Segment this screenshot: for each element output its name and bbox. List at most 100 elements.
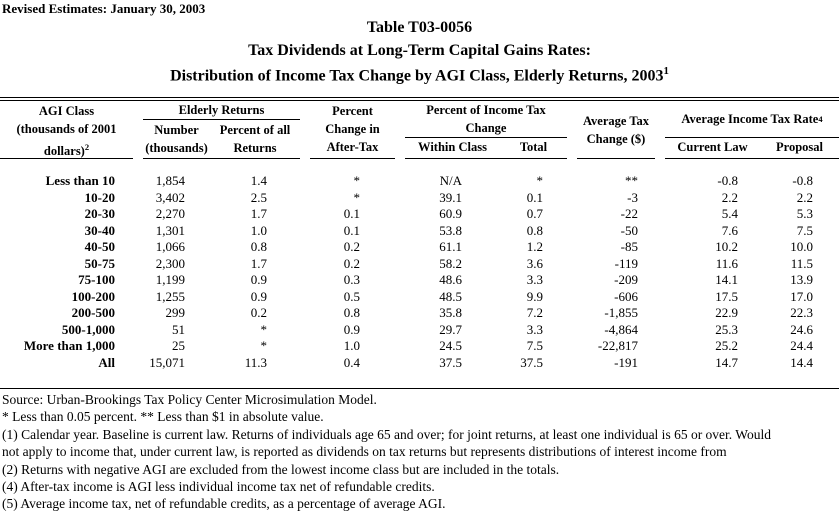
table-row: All 15,071 11.3 0.4 37.5 37.5 -191 14.7 14.4 [0, 355, 839, 372]
table-cell: 61.1 [439, 239, 462, 254]
table-cell: * [536, 173, 544, 188]
table-cell: * [260, 321, 268, 337]
table-cell: 3.3 [526, 272, 543, 287]
row-label: More than 1,000 [23, 338, 115, 353]
table-cell: 0.1 [343, 222, 360, 238]
table-cell: 48.5 [439, 288, 462, 304]
footnote-4: (4) After-tax income is AGI less individ… [2, 479, 435, 495]
footnote-1-line1: (1) Calendar year. Baseline is current l… [2, 426, 771, 442]
header-number-l2: (thousands) [145, 141, 208, 155]
table-cell: 60.9 [439, 206, 462, 221]
table-cell: 0.8 [343, 305, 360, 320]
table-cell: * [353, 173, 361, 188]
header-within-class: Within Class [418, 140, 487, 154]
table-cell: 1.4 [250, 173, 267, 188]
header-agi-line2: (thousands of 2001 [16, 122, 117, 136]
header-agi-line3: dollars)2 [0, 138, 133, 158]
table-cell: 3.3 [526, 321, 543, 337]
table-row: 30-40 1,301 1.0 0.1 53.8 0.8 -50 7.6 7.5 [0, 223, 839, 240]
header-group-average-income-tax-rate: Average Income Tax Rate 4 Current Law Pro… [665, 102, 839, 159]
row-label: All [98, 354, 115, 370]
row-label: 500-1,000 [61, 321, 115, 337]
table-cell: 0.9 [343, 321, 360, 337]
table-cell: 37.5 [520, 354, 543, 370]
table-cell: 11.3 [244, 354, 267, 370]
header-percent-change-after-tax: Percent Change in After-Tax [310, 102, 395, 159]
table-cell: 35.8 [439, 305, 462, 320]
table-cell: 0.5 [343, 288, 360, 304]
table-subtitle-text: Distribution of Income Tax Change by AGI… [170, 67, 664, 85]
table-cell: 3.6 [526, 255, 543, 271]
table-cell: 0.2 [250, 305, 267, 320]
table-cell: 0.2 [343, 255, 360, 271]
table-row: 200-500 299 0.2 0.8 35.8 7.2 -1,855 22.9 22.3 [0, 305, 839, 322]
header-agi-line1: AGI Class [38, 104, 95, 118]
symbol-note: * Less than 0.05 percent. ** Less than $… [2, 409, 324, 425]
table-top-double-rule [0, 97, 839, 101]
table-cell: 14.1 [715, 272, 738, 287]
table-row: 500-1,000 51 * 0.9 29.7 3.3 -4,864 25.3 24.6 [0, 322, 839, 339]
header-proposal: Proposal [776, 140, 823, 154]
row-label: 200-500 [71, 305, 115, 320]
table-cell: 1.7 [250, 206, 267, 221]
table-cell: -22 [620, 206, 638, 221]
header-total: Total [519, 140, 548, 154]
table-cell: 1,301 [155, 222, 185, 238]
table-cell: 0.1 [343, 206, 360, 221]
table-cell: 299 [165, 305, 186, 320]
table-cell: 0.9 [250, 272, 267, 287]
table-row: 100-200 1,255 0.9 0.5 48.5 9.9 -606 17.5 17.0 [0, 289, 839, 306]
table-cell: 0.2 [343, 239, 360, 254]
table-cell: * [353, 189, 361, 205]
row-label: 20-30 [84, 206, 115, 221]
header-pctall-l2: Returns [233, 141, 277, 155]
table-cell: 1,854 [155, 173, 185, 188]
table-cell: 25.3 [715, 321, 738, 337]
table-row: 40-50 1,066 0.8 0.2 61.1 1.2 -85 10.2 10.0 [0, 239, 839, 256]
table-cell: 11.5 [790, 255, 813, 271]
table-cell: 58.2 [439, 255, 462, 271]
table-cell: -3 [627, 189, 638, 205]
table-cell: 22.3 [790, 305, 813, 320]
table-cell: -50 [620, 222, 638, 238]
header-aftertax-l3: After-Tax [326, 140, 379, 154]
table-cell: 2,270 [155, 206, 185, 221]
table-cell: 1,255 [155, 288, 185, 304]
row-label: Less than 10 [45, 173, 115, 188]
table-cell: 0.9 [250, 288, 267, 304]
table-cell: -0.8 [792, 173, 813, 188]
table-cell: 0.7 [526, 206, 543, 221]
table-cell: 2.2 [721, 189, 738, 205]
table-header: AGI Class (thousands of 2001 dollars)2 E… [0, 102, 839, 159]
table-cell: 14.4 [790, 354, 813, 370]
table-cell: 0.4 [343, 354, 360, 370]
table-cell: 13.9 [790, 272, 813, 287]
table-cell: 17.5 [715, 288, 738, 304]
table-row: 10-20 3,402 2.5 * 39.1 0.1 -3 2.2 2.2 [0, 190, 839, 207]
table-cell: -119 [614, 255, 638, 271]
header-average-tax-change: Average Tax Change ($) [577, 102, 655, 159]
table-cell: 53.8 [439, 222, 462, 238]
header-number-thousands: Number (thousands) [143, 121, 210, 158]
header-agi-class: AGI Class (thousands of 2001 dollars)2 [0, 102, 133, 159]
header-pit-l2: Change [465, 120, 507, 135]
row-label: 50-75 [84, 255, 115, 271]
table-cell: -4,864 [604, 321, 638, 337]
row-label: 30-40 [84, 222, 115, 238]
table-cell: 5.4 [721, 206, 738, 221]
table-cell: 22.9 [715, 305, 738, 320]
header-aftertax-l1: Percent [332, 104, 373, 118]
table-cell: 9.9 [526, 288, 543, 304]
row-label: 10-20 [84, 189, 115, 205]
table-cell: N/A [439, 173, 462, 188]
table-cell: 29.7 [439, 321, 462, 337]
header-current-law: Current Law [677, 140, 748, 154]
header-group-percent-income-tax-change: Percent of Income Tax Change Within Clas… [405, 102, 567, 159]
table-cell: 0.8 [526, 222, 543, 238]
table-cell: 1,199 [155, 272, 185, 287]
table-cell: 25 [172, 338, 185, 353]
table-cell: * [260, 338, 268, 353]
footnote-2: (2) Returns with negative AGI are exclud… [2, 461, 560, 477]
table-cell: -606 [614, 288, 638, 304]
table-cell: 0.8 [250, 239, 267, 254]
